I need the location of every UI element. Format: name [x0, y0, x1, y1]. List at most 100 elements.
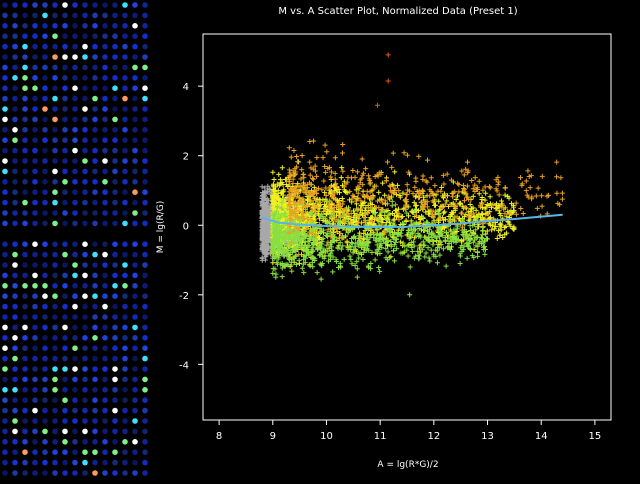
- scatter-point: [276, 250, 282, 256]
- scatter-point: [384, 217, 390, 223]
- scatter-point: [385, 201, 391, 207]
- scatter-point: [461, 172, 467, 178]
- microarray-spot: [72, 12, 78, 19]
- microarray-spot: [102, 407, 108, 414]
- microarray-spot: [72, 293, 78, 300]
- microarray-spot: [122, 23, 128, 29]
- scatter-point: [422, 228, 428, 234]
- scatter-point: [286, 192, 292, 198]
- microarray-spot: [22, 43, 28, 50]
- microarray-spot: [12, 251, 18, 258]
- scatter-point: [510, 202, 516, 208]
- scatter-point: [315, 211, 321, 217]
- microarray-spot: [92, 168, 98, 175]
- scatter-point: [557, 202, 563, 208]
- scatter-point: [264, 247, 270, 253]
- microarray-spot: [102, 251, 108, 258]
- scatter-point: [400, 243, 406, 249]
- scatter-point: [400, 190, 406, 196]
- scatter-point: [301, 235, 307, 241]
- microarray-spot: [92, 2, 98, 8]
- microarray-spot: [102, 127, 108, 133]
- scatter-point: [437, 239, 443, 245]
- scatter-point: [415, 230, 421, 236]
- microarray-spot: [22, 189, 28, 195]
- microarray-spot: [122, 418, 128, 424]
- scatter-point: [451, 238, 457, 244]
- scatter-point: [270, 253, 276, 259]
- scatter-point: [318, 276, 324, 282]
- microarray-spot: [92, 241, 98, 247]
- microarray-spot: [2, 85, 8, 91]
- microarray-spot: [62, 407, 68, 414]
- microarray-spot: [132, 85, 138, 91]
- microarray-spot: [122, 345, 128, 352]
- scatter-point: [376, 189, 382, 195]
- microarray-spot: [102, 387, 108, 393]
- scatter-point: [347, 219, 353, 225]
- microarray-spot: [142, 220, 148, 227]
- scatter-point: [340, 142, 346, 148]
- y-tick-label: -4: [179, 360, 189, 371]
- microarray-spot: [92, 283, 98, 289]
- scatter-point: [328, 234, 334, 240]
- microarray-spot: [62, 459, 68, 466]
- microarray-spot: [2, 106, 8, 112]
- scatter-point: [405, 253, 411, 259]
- microarray-spot: [142, 75, 148, 81]
- microarray-spot: [142, 33, 148, 39]
- scatter-point: [288, 248, 294, 254]
- scatter-point: [294, 205, 300, 211]
- scatter-point: [453, 196, 459, 202]
- scatter-point: [280, 239, 286, 245]
- scatter-point: [430, 242, 436, 248]
- scatter-point: [392, 242, 398, 248]
- microarray-spot: [2, 449, 8, 456]
- scatter-point: [493, 177, 499, 183]
- microarray-spot: [32, 199, 38, 206]
- microarray-spot: [102, 137, 108, 143]
- microarray-spot: [62, 293, 68, 300]
- microarray-spot: [72, 345, 78, 352]
- microarray-spot: [12, 439, 18, 445]
- microarray-spot: [42, 75, 48, 81]
- scatter-point: [471, 231, 477, 237]
- microarray-spot: [112, 95, 118, 102]
- microarray-spot: [72, 428, 78, 435]
- scatter-point: [351, 235, 357, 241]
- scatter-point: [385, 249, 391, 255]
- microarray-spot-grid-icon: [2, 2, 148, 476]
- microarray-spot: [62, 75, 68, 81]
- microarray-spot: [32, 179, 38, 185]
- microarray-spot: [82, 314, 88, 320]
- microarray-spot: [32, 262, 38, 268]
- scatter-point: [374, 102, 380, 108]
- scatter-point: [336, 186, 342, 192]
- microarray-spot: [132, 366, 138, 372]
- microarray-spot: [22, 470, 28, 476]
- microarray-spot: [2, 75, 8, 81]
- microarray-spot: [132, 355, 138, 362]
- microarray-spot: [92, 314, 98, 320]
- scatter-point: [533, 193, 539, 199]
- scatter-point: [411, 208, 417, 214]
- scatter-point: [426, 234, 432, 240]
- microarray-spot: [142, 262, 148, 268]
- microarray-spot: [32, 397, 38, 404]
- microarray-spot: [62, 387, 68, 393]
- scatter-point: [369, 219, 375, 225]
- scatter-point: [281, 249, 287, 255]
- microarray-spot: [12, 470, 18, 476]
- scatter-point: [296, 184, 302, 190]
- scatter-point: [463, 166, 469, 172]
- scatter-point: [468, 206, 474, 212]
- scatter-point: [410, 191, 416, 197]
- scatter-point: [459, 238, 465, 244]
- microarray-spot: [52, 449, 58, 456]
- microarray-spot: [72, 324, 78, 331]
- scatter-point: [368, 260, 374, 266]
- scatter-point: [484, 228, 490, 234]
- scatter-point: [377, 197, 383, 203]
- microarray-spot: [82, 272, 88, 279]
- scatter-point: [332, 218, 338, 224]
